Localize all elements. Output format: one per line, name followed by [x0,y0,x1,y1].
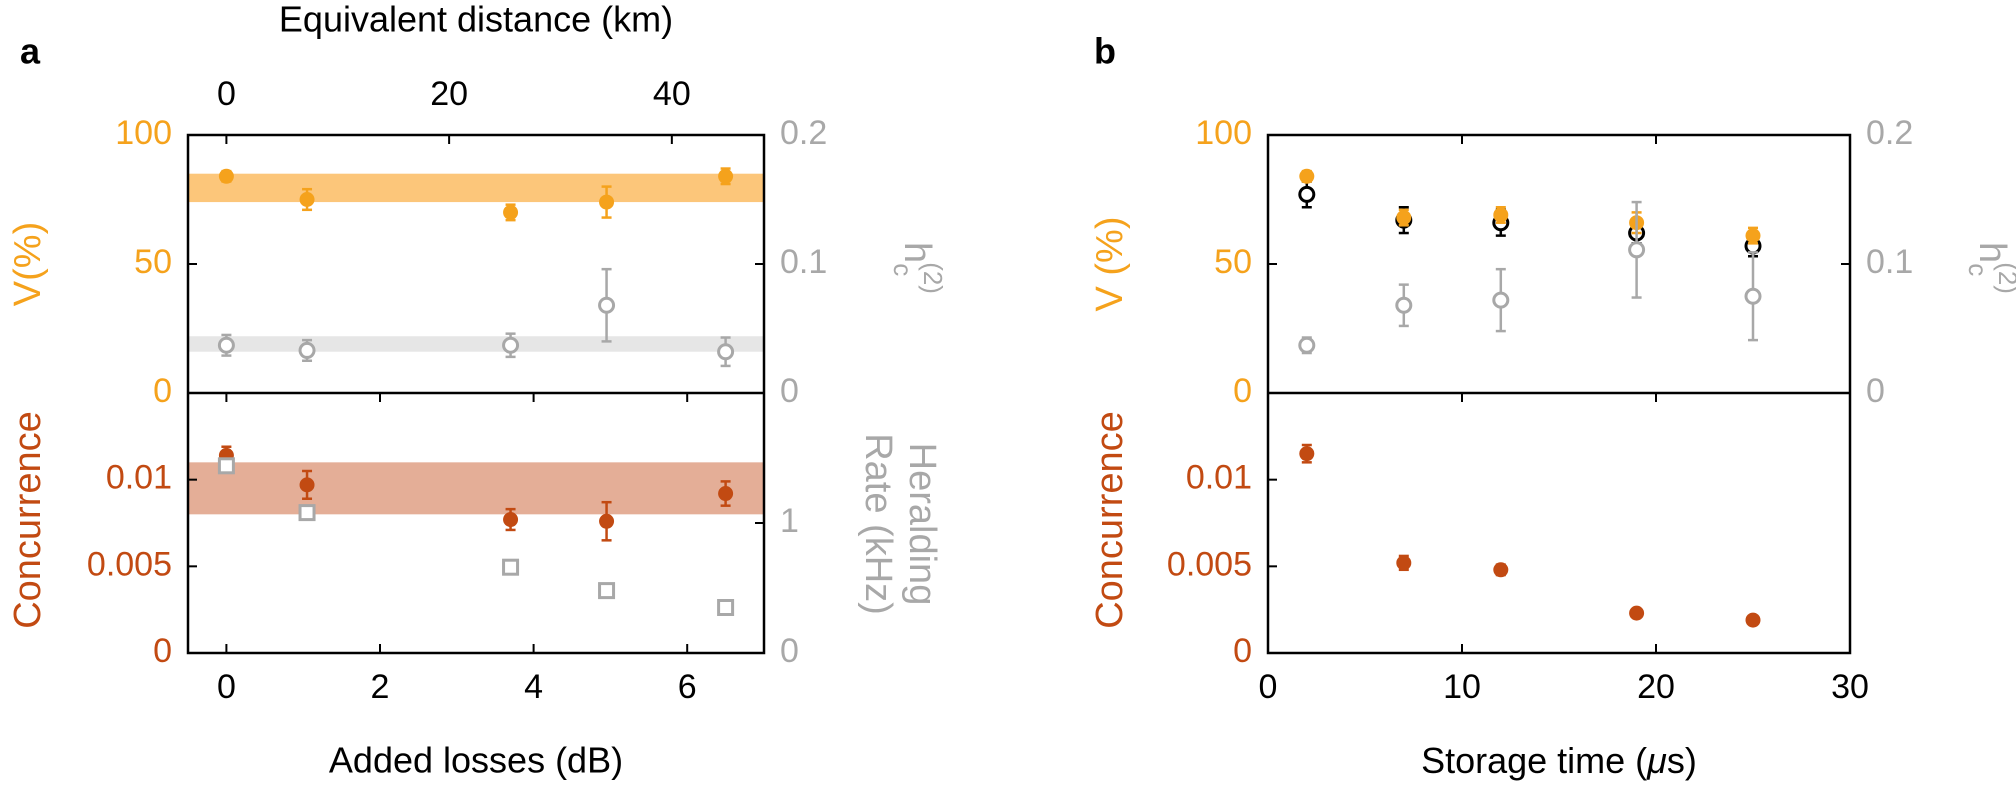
b-panel-label: b [1094,31,1116,72]
b-bottom-xtick-label: 0 [1259,668,1278,706]
b-top-series2-point-5 [1745,228,1761,244]
a-x2tick-label: 0 [217,75,236,113]
a-bottom-series2-point-5 [717,599,735,616]
a-bottom-xtick-label: 2 [371,668,390,706]
b-top-ytick-label: 50 [1214,243,1252,281]
b-bottom-series1-point-1 [1299,446,1315,462]
b-bottom-series1-point-3 [1493,562,1509,578]
a-bottom-series1-point-4 [599,513,615,529]
a-bottom-series1-point-5 [718,486,734,502]
a-top-ylabel: V(%) [7,222,49,306]
a-top-series1-point-3 [503,204,519,220]
a-top-y2tick-label: 0.2 [780,114,827,152]
b-bottom-series1-point-2 [1396,555,1412,571]
b-bottom-ytick-label: 0.01 [1186,459,1252,497]
b-top-series1-point-1 [1298,185,1316,203]
b-top-y2tick-label: 0 [1866,372,1885,410]
a-bottom-xtick-label: 6 [678,668,697,706]
b-bottom-ytick-label: 0 [1233,632,1252,670]
a-bottom-ytick-label: 0.01 [106,459,172,497]
b-top-series3-point-3 [1492,291,1510,309]
a-bottom-xtick-label: 4 [524,668,543,706]
a-top-axis-label: Equivalent distance (km) [279,0,673,40]
b-bottom-xtick-label: 30 [1831,668,1869,706]
b-bottom-ylabel: Concurrence [1089,411,1131,629]
b-top-series2-point-2 [1396,210,1412,226]
b-top-series2-point-3 [1493,207,1509,223]
b-top-ytick-label: 0 [1233,372,1252,410]
a-x2tick-label: 40 [653,75,691,113]
a-top-ytick-label: 100 [115,114,172,152]
a-top-series2-point-1 [217,336,235,354]
b-x-axis-label: Storage time (μs) [1421,740,1697,781]
a-top-y2label: hc(2) [888,242,948,294]
b-top-ylabel: V (%) [1089,217,1131,312]
a-top-series1-point-4 [599,194,615,210]
b-bottom-xtick-label: 20 [1637,668,1675,706]
a-bottom-y2tick-label: 1 [780,502,799,540]
b-top-series2-point-1 [1299,168,1315,184]
a-top-y2tick-label: 0.1 [780,243,827,281]
b-top-series3-point-1 [1298,336,1316,354]
b-bottom-series1-point-4 [1629,605,1645,621]
a-top-band-1 [188,173,764,203]
b-top-series3-point-2 [1395,296,1413,314]
a-top-band-2 [188,336,764,352]
b-bottom-series1-point-5 [1745,612,1761,628]
a-top-series2-point-5 [717,343,735,361]
a-top-series2-point-3 [502,336,520,354]
a-x-axis-label: Added losses (dB) [329,740,623,781]
a-top-series2-point-4 [598,296,616,314]
a-bottom-y2label-line2: Rate (kHz) [857,433,899,615]
a-top-series1-point-2 [299,192,315,207]
a-bottom-y2tick-label: 0 [780,632,799,670]
a-bottom-ytick-label: 0 [153,632,172,670]
b-bottom-ytick-label: 0.005 [1167,545,1252,583]
a-bottom-ylabel: Concurrence [7,411,49,629]
b-bottom-xtick-label: 10 [1443,668,1481,706]
a-bottom-xtick-label: 0 [217,668,236,706]
a-top-y2tick-label: 0 [780,372,799,410]
a-bottom-band-1 [188,462,764,515]
a-bottom-ytick-label: 0.005 [87,545,172,583]
a-x2tick-label: 20 [430,75,468,113]
b-top-ytick-label: 100 [1195,114,1252,152]
b-top-series3-point-4 [1628,241,1646,259]
a-panel-label: a [20,31,41,72]
a-bottom-series1-point-3 [503,512,519,528]
a-top-ytick-label: 0 [153,372,172,410]
a-bottom-series1-point-2 [299,477,315,493]
b-top-y2tick-label: 0.2 [1866,114,1913,152]
a-bottom-y2label-line1: Heralding [901,443,943,606]
a-top-series2-point-2 [298,341,316,359]
a-bottom-series2-point-4 [598,582,616,600]
a-top-series1-point-5 [718,168,734,184]
a-top-ytick-label: 50 [134,243,172,281]
b-top-y2tick-label: 0.1 [1866,243,1913,281]
a-bottom-series2-point-1 [217,457,235,475]
b-top-y2label: hc(2) [1963,242,2016,294]
a-top-series1-point-1 [218,168,234,184]
a-bottom-series2-point-2 [298,504,316,522]
a-bottom-series2-point-3 [502,558,520,576]
b-top-series3-point-5 [1744,287,1762,305]
